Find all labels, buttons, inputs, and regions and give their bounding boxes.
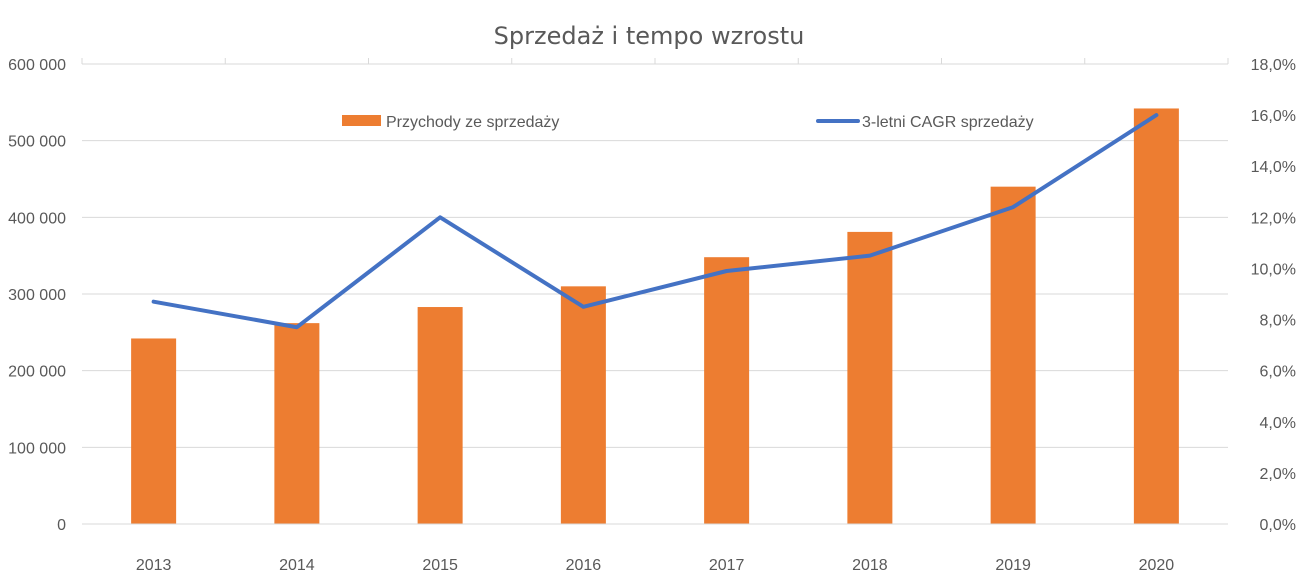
y2-tick-label: 0,0% — [1260, 517, 1296, 534]
legend-label-bar: Przychody ze sprzedaży — [386, 114, 559, 131]
y-tick-label: 400 000 — [8, 210, 66, 227]
bar-2018 — [847, 232, 892, 524]
y-tick-label: 300 000 — [8, 287, 66, 304]
gridlines — [82, 58, 1228, 447]
legend-label-line: 3-letni CAGR sprzedaży — [862, 114, 1034, 131]
chart-title: Sprzedaż i tempo wzrostu — [494, 22, 805, 50]
y2-tick-label: 14,0% — [1251, 159, 1296, 176]
x-tick-label: 2013 — [136, 557, 172, 574]
y-tick-label: 100 000 — [8, 440, 66, 457]
bar-2019 — [991, 187, 1036, 524]
bar-2015 — [418, 307, 463, 524]
x-tick-label: 2019 — [995, 557, 1031, 574]
axes: 0 100 000 200 000 300 000 400 000 500 000 600 … — [8, 57, 1296, 574]
y2-tick-label: 4,0% — [1260, 415, 1296, 432]
bar-2016 — [561, 286, 606, 524]
legend-swatch-bar — [342, 115, 381, 126]
bar-2017 — [704, 257, 749, 524]
x-tick-label: 2017 — [709, 557, 745, 574]
bar-2013 — [131, 338, 176, 524]
legend: Przychody ze sprzedaży 3-letni CAGR sprz… — [342, 114, 1034, 131]
y2-tick-label: 6,0% — [1260, 364, 1296, 381]
x-tick-label: 2016 — [566, 557, 602, 574]
y2-tick-label: 18,0% — [1251, 57, 1296, 74]
x-tick-label: 2020 — [1139, 557, 1175, 574]
y2-tick-label: 2,0% — [1260, 466, 1296, 483]
x-tick-label: 2015 — [422, 557, 458, 574]
y2-tick-label: 10,0% — [1251, 261, 1296, 278]
bar-2020 — [1134, 108, 1179, 524]
y2-tick-label: 12,0% — [1251, 210, 1296, 227]
y2-tick-label: 8,0% — [1260, 313, 1296, 330]
y-tick-label: 0 — [57, 517, 66, 534]
bar-series — [131, 108, 1179, 524]
y-tick-label: 200 000 — [8, 364, 66, 381]
x-tick-label: 2018 — [852, 557, 888, 574]
y-tick-label: 500 000 — [8, 134, 66, 151]
y-tick-label: 600 000 — [8, 57, 66, 74]
bar-2014 — [274, 323, 319, 524]
y2-tick-label: 16,0% — [1251, 108, 1296, 125]
x-tick-label: 2014 — [279, 557, 315, 574]
